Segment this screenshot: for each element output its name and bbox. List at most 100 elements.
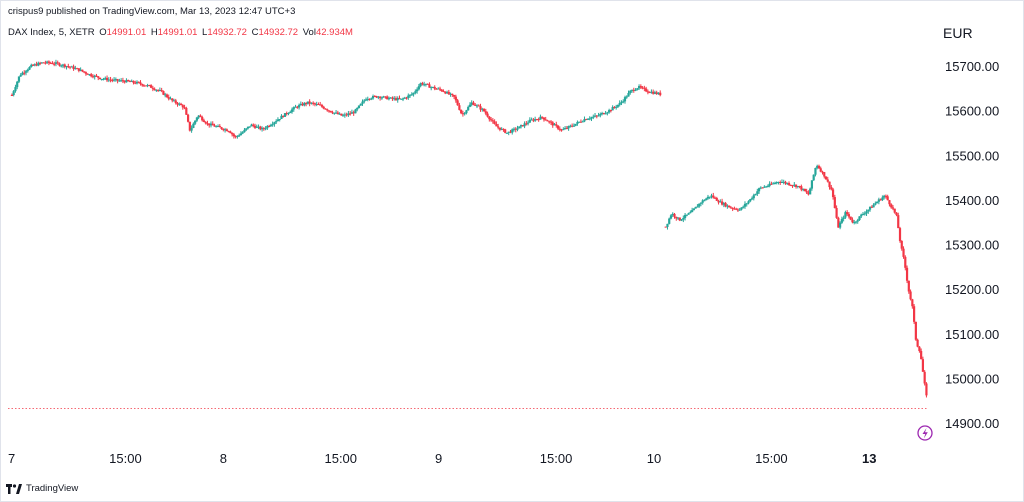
candle-body: [366, 98, 369, 100]
candle-body: [477, 105, 480, 107]
candle-body: [579, 121, 583, 123]
candle-body: [893, 208, 896, 213]
candle-body: [412, 92, 415, 95]
candle-body: [426, 83, 429, 85]
candle-body: [549, 121, 553, 123]
candle-body: [800, 186, 803, 190]
x-tick-label: 13: [862, 451, 876, 466]
candle-body: [343, 114, 346, 116]
candle-body: [183, 107, 186, 109]
candle-body: [493, 121, 496, 124]
candle-body: [817, 165, 821, 169]
candle-body: [553, 124, 556, 126]
candle-body: [592, 116, 595, 118]
candle-body: [294, 106, 297, 108]
candle-body: [84, 72, 88, 74]
candle-body: [28, 67, 31, 70]
candle-body: [326, 109, 329, 111]
candle-body: [61, 64, 65, 66]
y-tick-label: 15100.00: [945, 327, 999, 342]
candle-body: [33, 64, 36, 66]
candle-body: [578, 121, 581, 123]
candle-body: [58, 63, 61, 66]
candle-body: [505, 132, 509, 134]
candle-body: [195, 117, 198, 121]
candle-body: [588, 118, 591, 120]
candle-body: [176, 103, 179, 105]
candle-body: [16, 81, 19, 88]
candle-body: [345, 114, 348, 116]
candle-body: [17, 76, 21, 82]
candle-body: [735, 208, 738, 210]
candle-body: [881, 197, 884, 201]
candle-body: [178, 103, 181, 105]
candle-body: [289, 111, 292, 114]
candle-body: [68, 66, 72, 68]
candle-body: [823, 172, 826, 177]
candle-body: [220, 127, 223, 129]
candle-body: [867, 209, 870, 212]
candle-body: [874, 203, 877, 205]
candle-body: [208, 123, 211, 126]
candle-body: [835, 208, 838, 218]
candle-body: [255, 126, 258, 128]
candle-body: [160, 90, 163, 92]
candle-body: [699, 202, 703, 204]
candle-body: [821, 171, 824, 173]
candle-body: [742, 206, 745, 208]
candle-body: [839, 222, 842, 228]
candle-body: [386, 96, 389, 100]
lightning-icon[interactable]: [917, 425, 933, 441]
candle-body: [625, 96, 628, 98]
candle-body: [65, 66, 68, 68]
candle-body: [331, 112, 334, 114]
candle-body: [296, 106, 299, 108]
candle-body: [812, 174, 815, 181]
candle-body: [756, 191, 759, 195]
candle-body: [470, 102, 473, 105]
candle-body: [484, 111, 487, 114]
candle-body: [442, 91, 445, 93]
candle-body: [135, 81, 139, 84]
candle-body: [100, 78, 103, 80]
candle-body: [918, 346, 921, 351]
candle-body: [317, 104, 320, 106]
candle-body: [301, 103, 304, 106]
candle-body: [675, 216, 678, 219]
candle-body: [49, 62, 52, 64]
candle-body: [197, 115, 200, 118]
y-tick-label: 15000.00: [945, 371, 999, 386]
candle-body: [666, 223, 669, 227]
currency-label: EUR: [943, 25, 973, 41]
candle-body: [342, 115, 345, 117]
candle-body: [273, 122, 276, 125]
candle-body: [234, 136, 237, 138]
candle-body: [315, 104, 318, 106]
candle-body: [336, 112, 339, 115]
candle-body: [712, 195, 715, 198]
candle-body: [809, 188, 812, 195]
candle-body: [132, 80, 135, 83]
candle-body: [729, 207, 732, 209]
candle-body: [435, 88, 438, 90]
candle-body: [357, 105, 361, 108]
candle-body: [696, 206, 699, 208]
candle-body: [858, 216, 861, 221]
candle-body: [424, 83, 428, 85]
candle-body: [574, 123, 577, 126]
candle-body: [112, 79, 116, 81]
candle-body: [259, 126, 262, 130]
candle-body: [350, 112, 354, 114]
candle-body: [810, 180, 814, 189]
candle-body: [285, 113, 288, 115]
candle-body: [500, 128, 503, 130]
x-tick-label: 7: [8, 451, 15, 466]
candle-body: [608, 110, 611, 113]
candle-body: [354, 109, 357, 114]
candle-body: [451, 93, 454, 96]
candle-body: [167, 97, 170, 99]
candle-body: [268, 126, 271, 128]
candle-body: [47, 61, 51, 63]
candle-body: [904, 256, 907, 268]
